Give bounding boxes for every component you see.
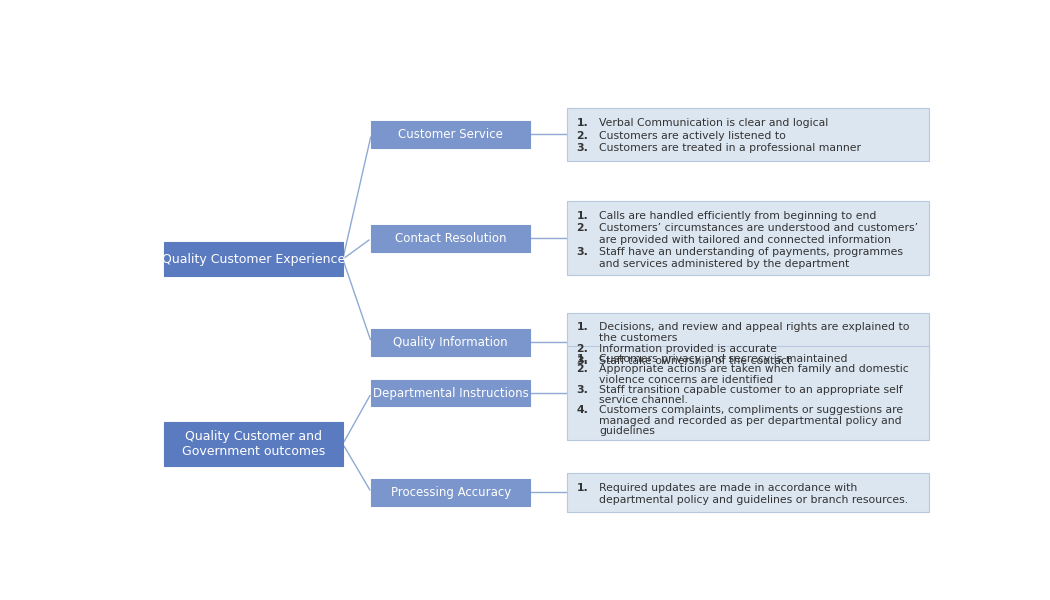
- FancyBboxPatch shape: [567, 346, 929, 440]
- Text: 2.: 2.: [576, 223, 588, 233]
- Text: 1.: 1.: [576, 211, 588, 221]
- Text: 1.: 1.: [576, 354, 588, 364]
- Text: Appropriate actions are taken when family and domestic: Appropriate actions are taken when famil…: [600, 364, 909, 374]
- Text: Calls are handled efficiently from beginning to end: Calls are handled efficiently from begin…: [600, 211, 877, 221]
- Text: 1.: 1.: [576, 322, 588, 332]
- FancyBboxPatch shape: [164, 242, 343, 276]
- Text: 2.: 2.: [576, 344, 588, 355]
- Text: 3.: 3.: [576, 356, 588, 365]
- Text: Customers are actively listened to: Customers are actively listened to: [600, 131, 786, 140]
- Text: Contact Resolution: Contact Resolution: [395, 232, 506, 245]
- Text: guidelines: guidelines: [600, 426, 655, 436]
- FancyBboxPatch shape: [567, 313, 929, 371]
- Text: Customers’ circumstances are understood and customers’: Customers’ circumstances are understood …: [600, 223, 919, 233]
- Text: violence concerns are identified: violence concerns are identified: [600, 374, 774, 385]
- Text: Customer Service: Customer Service: [398, 128, 503, 141]
- Text: Verbal Communication is clear and logical: Verbal Communication is clear and logica…: [600, 118, 828, 128]
- Text: 1.: 1.: [576, 118, 588, 128]
- Text: service channel.: service channel.: [600, 395, 688, 405]
- Text: Staff take ownership of the contact: Staff take ownership of the contact: [600, 356, 792, 365]
- Text: 3.: 3.: [576, 247, 588, 257]
- Text: Decisions, and review and appeal rights are explained to: Decisions, and review and appeal rights …: [600, 322, 909, 332]
- Text: Customers are treated in a professional manner: Customers are treated in a professional …: [600, 143, 861, 153]
- Text: are provided with tailored and connected information: are provided with tailored and connected…: [600, 235, 891, 245]
- FancyBboxPatch shape: [372, 329, 530, 356]
- Text: Staff transition capable customer to an appropriate self: Staff transition capable customer to an …: [600, 385, 903, 395]
- Text: 2.: 2.: [576, 131, 588, 140]
- FancyBboxPatch shape: [372, 479, 530, 506]
- Text: 3.: 3.: [576, 385, 588, 395]
- FancyBboxPatch shape: [372, 225, 530, 252]
- Text: 1.: 1.: [576, 482, 588, 493]
- Text: Quality Customer and
Government outcomes: Quality Customer and Government outcomes: [182, 430, 324, 458]
- Text: the customers: the customers: [600, 334, 677, 343]
- FancyBboxPatch shape: [164, 422, 343, 466]
- FancyBboxPatch shape: [372, 380, 530, 406]
- Text: Processing Accuracy: Processing Accuracy: [391, 486, 510, 499]
- FancyBboxPatch shape: [567, 108, 929, 161]
- Text: Information provided is accurate: Information provided is accurate: [600, 344, 777, 355]
- Text: 3.: 3.: [576, 143, 588, 153]
- Text: Departmental Instructions: Departmental Instructions: [373, 386, 528, 400]
- Text: Required updates are made in accordance with: Required updates are made in accordance …: [600, 482, 858, 493]
- Text: and services administered by the department: and services administered by the departm…: [600, 259, 849, 269]
- Text: departmental policy and guidelines or branch resources.: departmental policy and guidelines or br…: [600, 495, 908, 505]
- FancyBboxPatch shape: [567, 202, 929, 275]
- FancyBboxPatch shape: [567, 473, 929, 512]
- Text: 2.: 2.: [576, 364, 588, 374]
- Text: managed and recorded as per departmental policy and: managed and recorded as per departmental…: [600, 416, 902, 426]
- FancyBboxPatch shape: [372, 121, 530, 148]
- Text: 4.: 4.: [576, 406, 588, 415]
- Text: Staff have an understanding of payments, programmes: Staff have an understanding of payments,…: [600, 247, 903, 257]
- Text: Customers privacy and secrecy is maintained: Customers privacy and secrecy is maintai…: [600, 354, 847, 364]
- Text: Quality Customer Experience: Quality Customer Experience: [162, 253, 345, 266]
- Text: Customers complaints, compliments or suggestions are: Customers complaints, compliments or sug…: [600, 406, 903, 415]
- Text: Quality Information: Quality Information: [394, 336, 508, 349]
